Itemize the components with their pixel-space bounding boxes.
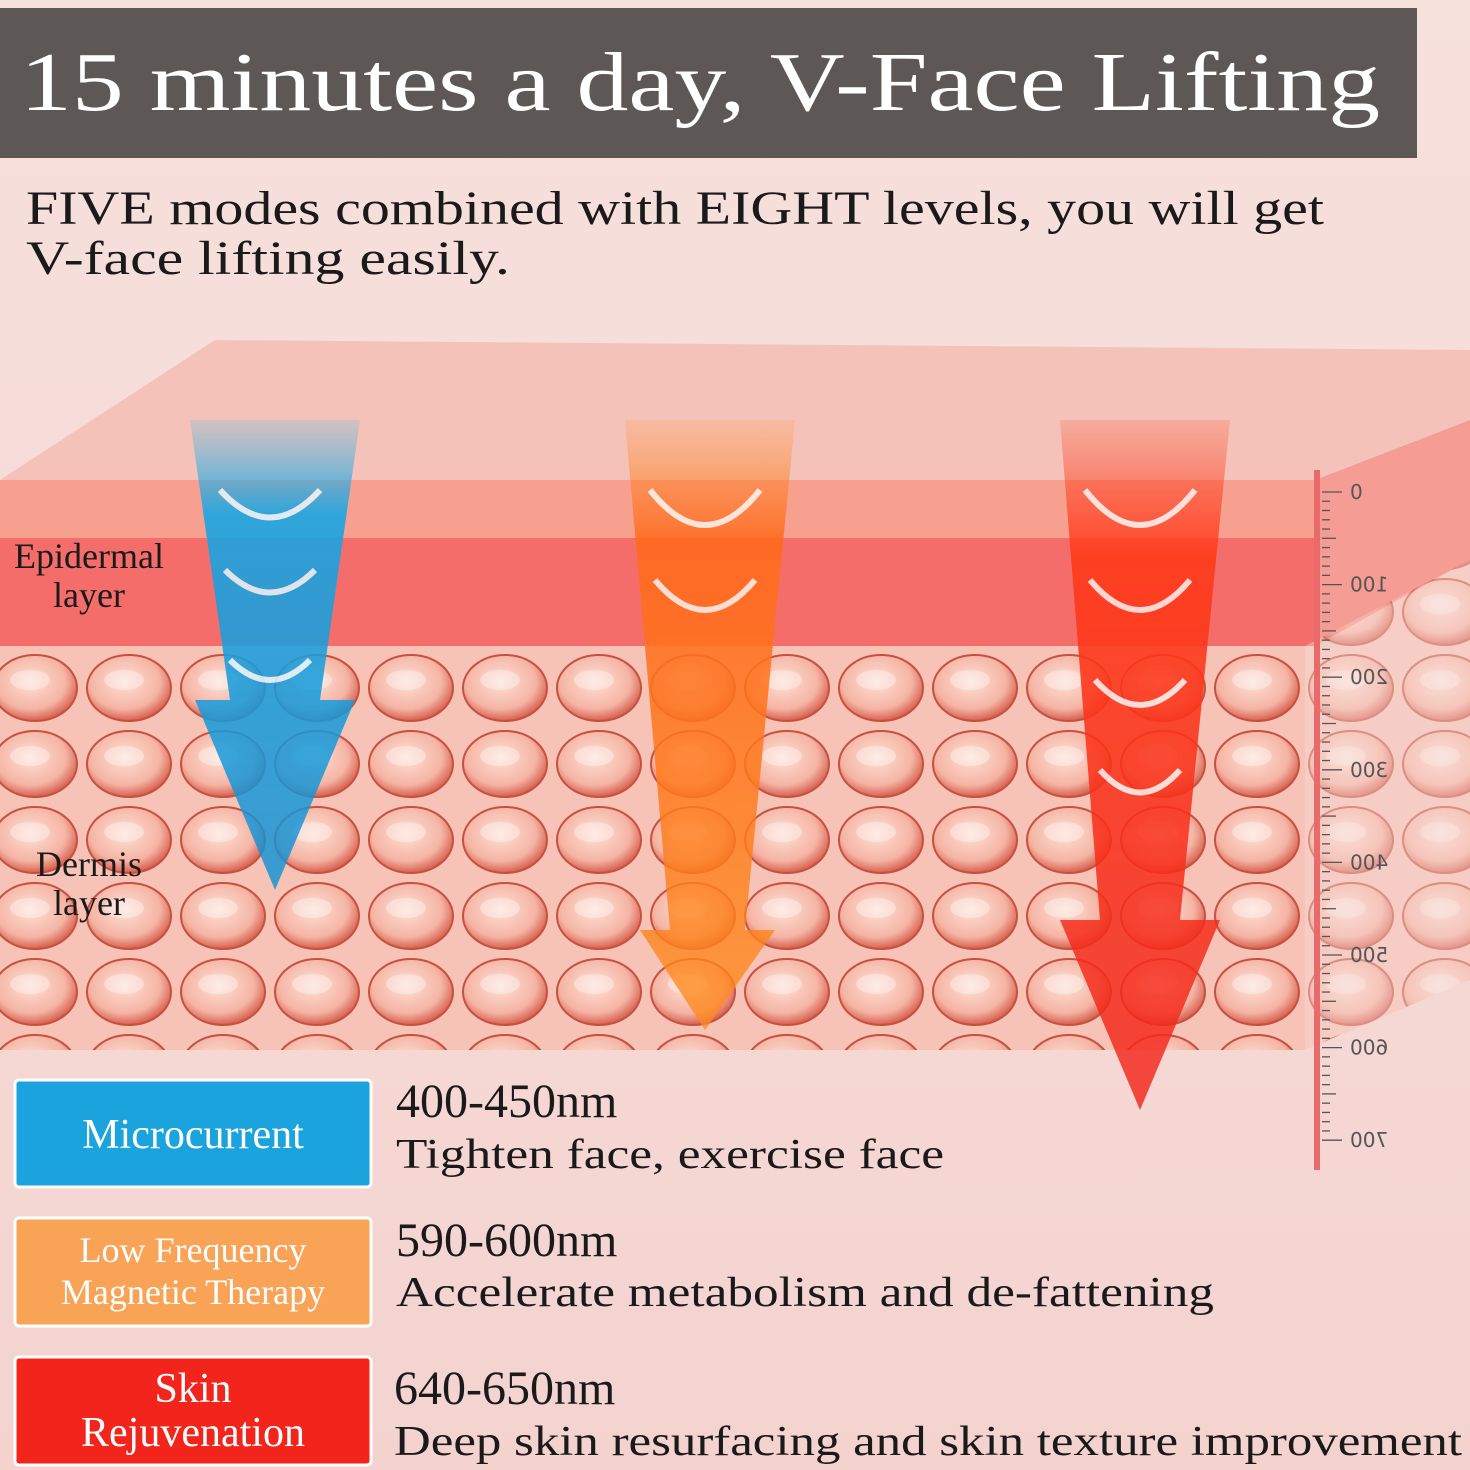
mode-badge <box>13 1078 373 1189</box>
ruler-label: 0 <box>1350 480 1363 504</box>
mode-description: Tighten face, exercise face <box>396 1132 944 1178</box>
layer-label: layer <box>53 883 125 923</box>
mode-description: Accelerate metabolism and de-fattening <box>396 1270 1214 1316</box>
header-bar <box>0 8 1417 158</box>
arrows <box>190 420 1230 1110</box>
badge-label: Microcurrent <box>82 1112 304 1158</box>
mode-badge <box>13 1216 373 1328</box>
ruler-label: 400 <box>1350 850 1388 874</box>
badge-label: Magnetic Therapy <box>61 1272 325 1312</box>
ruler: 0 100 200 300 400 500 600 700 <box>1314 470 1388 1170</box>
wavelength: 640-650nm <box>394 1362 615 1415</box>
header-title: 15 minutes a day, V-Face Lifting <box>20 36 1380 129</box>
layer-label: layer <box>53 575 125 615</box>
ruler-label: 100 <box>1350 573 1388 597</box>
ruler-bar <box>1314 470 1320 1170</box>
subtitle: V-face lifting easily. <box>26 232 510 285</box>
wavelength: 590-600nm <box>396 1214 617 1267</box>
badge-label: Low Frequency <box>80 1230 307 1270</box>
ruler-label: 300 <box>1350 758 1388 782</box>
arrow-orange <box>625 420 795 1030</box>
ruler-label: 700 <box>1350 1128 1388 1152</box>
arrow-blue <box>190 420 360 890</box>
badge-label: Rejuvenation <box>81 1410 305 1456</box>
skin-side <box>1315 420 1470 646</box>
layer-label: Dermis <box>36 844 142 884</box>
ruler-label: 600 <box>1350 1036 1388 1060</box>
badge-label: Skin <box>154 1366 231 1412</box>
mode-description: Deep skin resurfacing and skin texture i… <box>394 1419 1462 1465</box>
ruler-label: 200 <box>1350 665 1388 689</box>
subtitle: FIVE modes combined with EIGHT levels, y… <box>26 182 1325 235</box>
wavelength: 400-450nm <box>396 1075 617 1128</box>
ruler-label: 500 <box>1350 943 1388 967</box>
dermis-side <box>1305 560 1470 1050</box>
layer-label: Epidermal <box>14 536 164 576</box>
mode-badge <box>13 1355 373 1467</box>
